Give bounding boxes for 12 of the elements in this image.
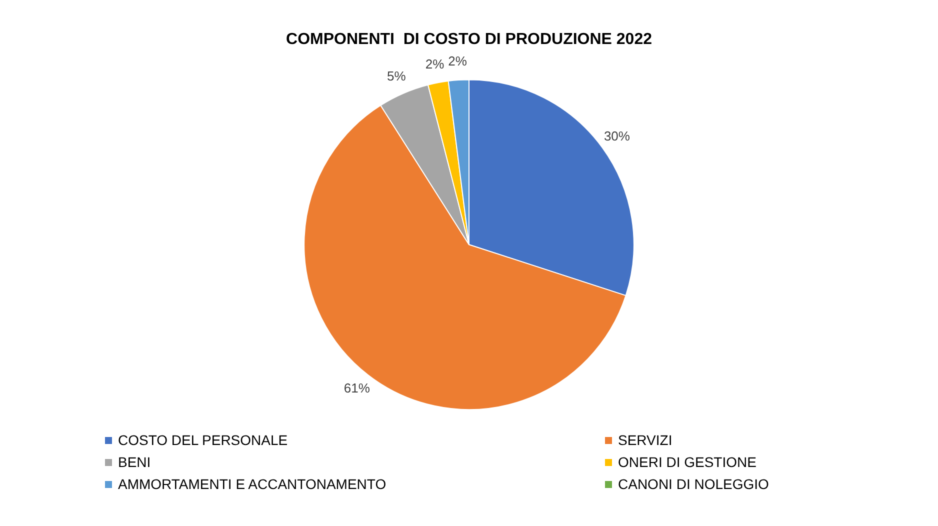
legend-label: AMMORTAMENTI E ACCANTONAMENTO: [118, 476, 386, 492]
data-label: 61%: [344, 380, 370, 396]
legend-label: COSTO DEL PERSONALE: [118, 432, 288, 448]
chart-title: COMPONENTI DI COSTO DI PRODUZIONE 2022: [286, 31, 652, 48]
data-label: 5%: [386, 68, 406, 84]
data-label: 2%: [425, 56, 445, 72]
legend-label: CANONI DI NOLEGGIO: [618, 476, 769, 492]
legend-label: BENI: [118, 454, 151, 470]
legend-label: ONERI DI GESTIONE: [618, 454, 756, 470]
data-label: 2%: [448, 54, 468, 69]
data-label: 30%: [604, 128, 630, 144]
legend-label: SERVIZI: [618, 432, 672, 448]
